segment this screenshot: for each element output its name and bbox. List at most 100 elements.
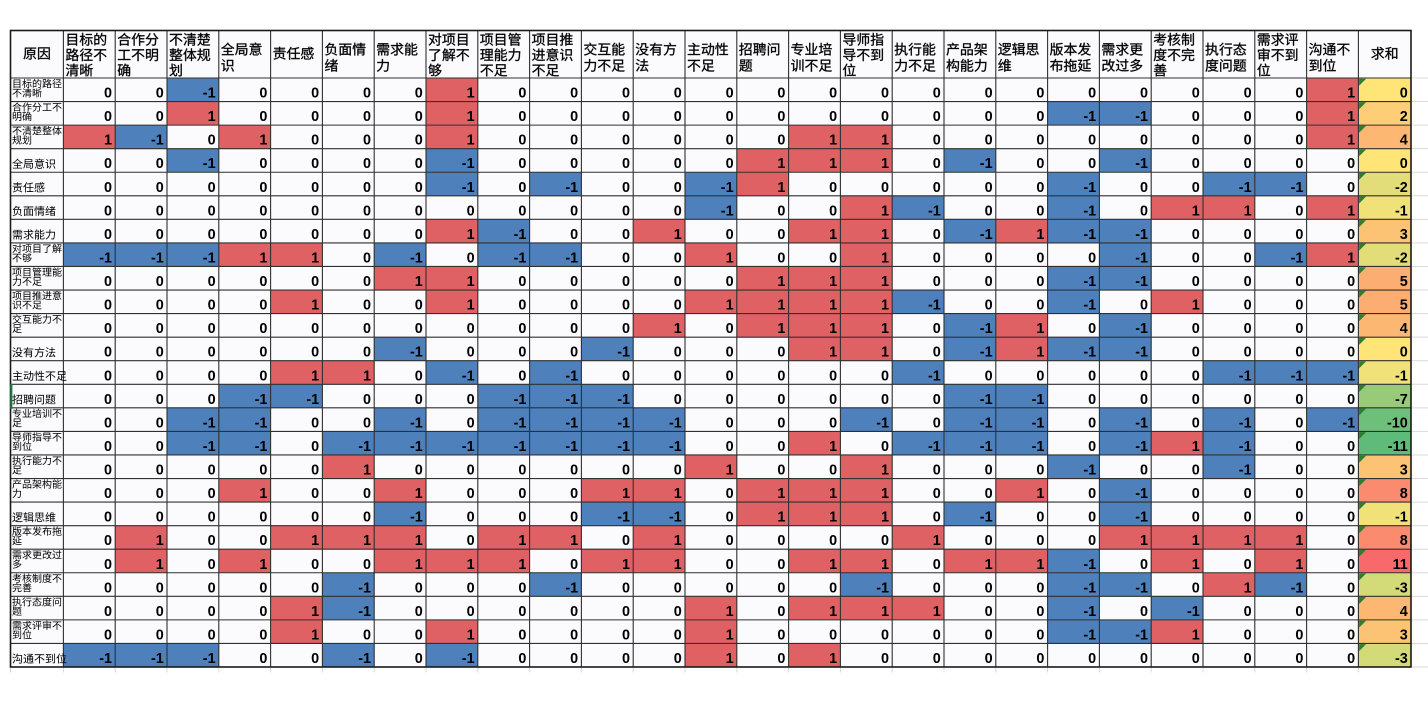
svg-text:0: 0	[1347, 180, 1355, 196]
svg-text:0: 0	[467, 604, 475, 620]
svg-text:0: 0	[933, 627, 941, 643]
svg-text:-1: -1	[151, 251, 164, 267]
svg-text:0: 0	[1140, 86, 1148, 102]
svg-text:0: 0	[1295, 203, 1303, 219]
svg-text:0: 0	[881, 533, 889, 549]
svg-text:-1: -1	[358, 580, 371, 596]
svg-text:0: 0	[518, 627, 526, 643]
svg-text:0: 0	[726, 133, 734, 149]
svg-text:0: 0	[311, 463, 319, 479]
svg-text:0: 0	[570, 227, 578, 243]
svg-text:1: 1	[829, 651, 837, 667]
svg-text:0: 0	[311, 486, 319, 502]
svg-text:0: 0	[1295, 298, 1303, 314]
svg-text:0: 0	[1244, 251, 1252, 267]
svg-text:-7: -7	[1395, 392, 1408, 408]
svg-text:0: 0	[1347, 510, 1355, 526]
svg-text:1: 1	[259, 486, 267, 502]
svg-text:0: 0	[622, 368, 630, 384]
svg-text:0: 0	[1347, 156, 1355, 172]
svg-text:1: 1	[259, 133, 267, 149]
svg-text:-11: -11	[1388, 439, 1408, 455]
svg-text:-1: -1	[617, 439, 630, 455]
svg-text:0: 0	[1088, 510, 1096, 526]
svg-text:1: 1	[674, 227, 682, 243]
svg-text:0: 0	[208, 321, 216, 337]
svg-text:-1: -1	[1083, 180, 1096, 196]
svg-text:0: 0	[311, 156, 319, 172]
svg-text:0: 0	[1347, 486, 1355, 502]
svg-text:-1: -1	[99, 251, 112, 267]
svg-text:0: 0	[1036, 203, 1044, 219]
svg-text:1: 1	[259, 557, 267, 573]
svg-text:0: 0	[622, 604, 630, 620]
svg-text:-1: -1	[565, 251, 578, 267]
svg-text:1: 1	[1192, 533, 1200, 549]
svg-text:0: 0	[156, 345, 164, 361]
svg-text:-1: -1	[410, 439, 423, 455]
svg-text:1: 1	[467, 274, 475, 290]
svg-text:0: 0	[777, 203, 785, 219]
svg-text:1: 1	[881, 321, 889, 337]
svg-text:1: 1	[363, 463, 371, 479]
svg-text:-1: -1	[151, 651, 164, 667]
svg-text:0: 0	[311, 510, 319, 526]
svg-text:0: 0	[104, 580, 112, 596]
svg-text:0: 0	[415, 321, 423, 337]
svg-text:0: 0	[104, 627, 112, 643]
svg-text:0: 0	[1192, 86, 1200, 102]
svg-text:0: 0	[415, 604, 423, 620]
svg-text:0: 0	[259, 203, 267, 219]
svg-text:0: 0	[570, 486, 578, 502]
svg-text:1: 1	[1347, 109, 1355, 125]
svg-text:0: 0	[1140, 180, 1148, 196]
svg-text:0: 0	[777, 415, 785, 431]
svg-text:0: 0	[1036, 109, 1044, 125]
svg-text:0: 0	[985, 274, 993, 290]
svg-text:0: 0	[1088, 321, 1096, 337]
svg-text:0: 0	[104, 86, 112, 102]
svg-text:0: 0	[1088, 533, 1096, 549]
svg-text:0: 0	[622, 463, 630, 479]
svg-text:0: 0	[1036, 298, 1044, 314]
svg-text:0: 0	[985, 627, 993, 643]
svg-text:-1: -1	[980, 510, 993, 526]
svg-text:0: 0	[467, 510, 475, 526]
svg-text:0: 0	[622, 133, 630, 149]
svg-text:0: 0	[1295, 156, 1303, 172]
svg-text:0: 0	[259, 109, 267, 125]
svg-text:0: 0	[415, 156, 423, 172]
svg-text:0: 0	[1140, 298, 1148, 314]
svg-text:0: 0	[674, 86, 682, 102]
svg-text:5: 5	[1400, 298, 1408, 314]
svg-text:1: 1	[1036, 345, 1044, 361]
svg-text:0: 0	[104, 298, 112, 314]
svg-text:-2: -2	[1395, 180, 1408, 196]
svg-text:0: 0	[726, 321, 734, 337]
svg-text:0: 0	[156, 274, 164, 290]
svg-text:0: 0	[570, 651, 578, 667]
svg-text:0: 0	[1036, 251, 1044, 267]
svg-text:0: 0	[1036, 580, 1044, 596]
svg-text:-1: -1	[1083, 109, 1096, 125]
svg-text:0: 0	[933, 415, 941, 431]
svg-text:0: 0	[933, 392, 941, 408]
svg-text:1: 1	[1347, 133, 1355, 149]
svg-text:0: 0	[104, 180, 112, 196]
svg-text:-1: -1	[1239, 439, 1252, 455]
svg-text:0: 0	[1088, 133, 1096, 149]
svg-text:-1: -1	[928, 439, 941, 455]
svg-text:0: 0	[1244, 604, 1252, 620]
svg-text:1: 1	[311, 533, 319, 549]
svg-text:0: 0	[156, 203, 164, 219]
svg-text:0: 0	[1400, 86, 1408, 102]
svg-text:0: 0	[1244, 227, 1252, 243]
svg-text:0: 0	[1295, 133, 1303, 149]
svg-text:0: 0	[156, 580, 164, 596]
svg-text:0: 0	[311, 321, 319, 337]
svg-text:0: 0	[1295, 345, 1303, 361]
svg-text:0: 0	[363, 415, 371, 431]
svg-text:0: 0	[104, 321, 112, 337]
svg-text:1: 1	[1192, 298, 1200, 314]
svg-text:0: 0	[829, 533, 837, 549]
